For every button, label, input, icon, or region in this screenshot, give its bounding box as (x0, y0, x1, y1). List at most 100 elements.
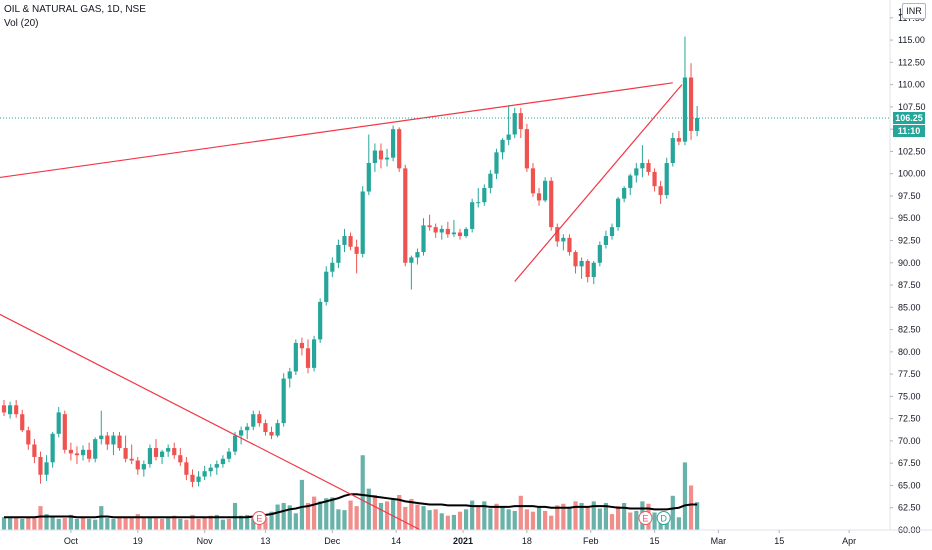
volume-bar (354, 506, 359, 530)
candle-body (597, 244, 602, 263)
candle (99, 410, 104, 445)
candle-body (463, 228, 469, 237)
volume-bar (305, 502, 311, 530)
candle-body (287, 371, 292, 379)
volume-bar (311, 496, 317, 530)
price-tick-label: 92.50 (898, 236, 921, 246)
volume-bar (573, 501, 578, 530)
candle-body (512, 113, 517, 135)
volume-bar (184, 519, 189, 530)
time-tick-label: 18 (522, 536, 532, 546)
candle-body (99, 435, 104, 440)
candle-body (646, 163, 651, 172)
candle (403, 164, 408, 267)
candle (263, 419, 268, 436)
volume-bar (409, 498, 414, 530)
volume-bar (26, 516, 31, 530)
candle-body (245, 426, 250, 431)
candle (275, 419, 280, 438)
volume-bar (87, 518, 92, 530)
volume-bar (366, 488, 371, 530)
volume-bar (226, 518, 232, 530)
candle-body (202, 471, 207, 477)
price-tick-label: 67.50 (898, 458, 921, 468)
candle-body (360, 191, 365, 254)
candle (178, 448, 183, 466)
volume-bar (287, 505, 292, 530)
candle (111, 432, 116, 456)
volume-bar (129, 518, 134, 530)
volume-indicator-label[interactable]: Vol (20) (4, 18, 39, 29)
candle (196, 471, 201, 487)
price-tick-label: 97.50 (898, 191, 921, 201)
volume-bar (166, 518, 171, 530)
earnings-marker[interactable]: E (252, 511, 267, 525)
candle-body (178, 455, 183, 463)
candle-body (585, 260, 590, 278)
volume-bar (500, 506, 505, 530)
candle-body (196, 476, 201, 482)
candle-body (615, 198, 621, 228)
candle (202, 465, 207, 481)
volume-bar (397, 495, 402, 530)
candle-body (87, 449, 92, 459)
candle (50, 432, 55, 468)
time-axis[interactable]: Oct 19 Nov 13 Dec 14 2021 18 Feb 15 Mar 15 Apr (0, 529, 932, 546)
candle (658, 180, 663, 204)
price-axis[interactable]: 117.50115.00112.50110.00107.50105.00102.… (889, 0, 926, 535)
candle-body (391, 129, 396, 158)
candle-body (664, 163, 669, 196)
candle (159, 449, 165, 465)
volume-bar (239, 515, 244, 530)
volume-bar (147, 517, 153, 530)
candle-body (421, 225, 426, 253)
candle-body (573, 252, 578, 267)
candle (80, 445, 86, 461)
candle (269, 426, 274, 440)
candle (622, 186, 627, 203)
time-tick-label: 15 (774, 536, 784, 546)
price-tick-label: 100.00 (898, 169, 926, 179)
volume-bar (14, 518, 19, 530)
candle-body (506, 134, 511, 140)
candle-body (135, 460, 140, 470)
earnings-marker[interactable]: E (638, 511, 653, 525)
candle (366, 134, 371, 196)
candle-body (311, 339, 317, 368)
volume-bar (579, 502, 584, 530)
candle-body (567, 237, 572, 253)
candle (391, 125, 396, 162)
candle (543, 177, 548, 203)
currency-button[interactable]: INR (902, 3, 926, 19)
candle-body (591, 262, 596, 278)
candle (56, 407, 61, 438)
volume-bar (463, 509, 469, 530)
candle (482, 184, 487, 206)
candle (330, 257, 335, 278)
candle-body (80, 449, 86, 456)
price-tick-label: 102.50 (898, 146, 926, 156)
candle-body (269, 432, 274, 436)
candle-body (153, 448, 159, 457)
volume-bar (99, 506, 104, 530)
candle (615, 196, 621, 231)
price-tick-label: 112.50 (898, 57, 925, 67)
volume-bar (202, 518, 207, 530)
time-tick-label: Dec (324, 536, 341, 546)
volume-bar (470, 500, 475, 530)
candle (14, 399, 19, 418)
candle (628, 173, 633, 196)
volume-bar (457, 511, 463, 530)
candle (372, 143, 377, 172)
candle-body (123, 448, 128, 459)
candle-body (670, 138, 675, 164)
candle (518, 107, 523, 139)
candle (44, 455, 49, 482)
candle-body (457, 232, 463, 237)
volume-bar (32, 518, 37, 530)
candle-body (603, 236, 609, 245)
symbol-title: OIL & NATURAL GAS, 1D, NSE (4, 4, 146, 15)
dividend-marker[interactable]: D (656, 511, 671, 525)
volume-bar (141, 516, 146, 530)
